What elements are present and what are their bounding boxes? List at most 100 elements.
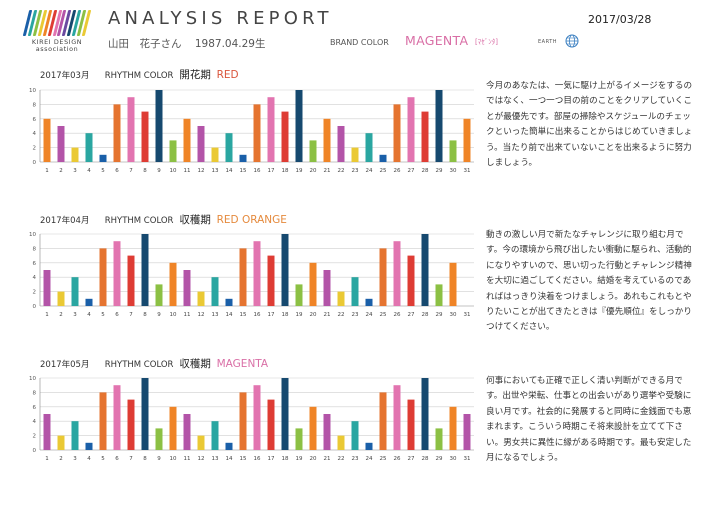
bar bbox=[225, 298, 233, 306]
x-tick-label: 2 bbox=[59, 312, 63, 318]
x-tick-label: 10 bbox=[170, 168, 177, 174]
section-phase: 収穫期 bbox=[179, 358, 211, 370]
section-header: 2017年04月 RHYTHM COLOR 収穫期 RED ORANGE bbox=[40, 212, 287, 226]
x-tick-label: 14 bbox=[226, 168, 233, 174]
bar bbox=[43, 118, 51, 162]
bar bbox=[393, 241, 401, 306]
rhythm-bar-chart: 0 2 4 6 8 10 1 2 3 4 5 6 7 8 9 10 11 12 13 14 15 16 17 18 19 20 21… bbox=[26, 374, 476, 466]
x-tick-label: 28 bbox=[422, 312, 429, 318]
x-tick-label: 30 bbox=[450, 456, 457, 462]
bar bbox=[113, 385, 121, 450]
x-tick-label: 14 bbox=[226, 456, 233, 462]
bar bbox=[309, 140, 317, 162]
bar bbox=[295, 284, 303, 306]
person-info: 山田 花子さん 1987.04.29生 bbox=[108, 36, 275, 51]
section-header: 2017年03月 RHYTHM COLOR 開花期 RED bbox=[40, 67, 239, 81]
bar bbox=[113, 241, 121, 306]
x-tick-label: 24 bbox=[366, 456, 373, 462]
bar bbox=[43, 414, 51, 450]
y-tick-label: 10 bbox=[29, 88, 36, 94]
x-tick-label: 31 bbox=[464, 168, 471, 174]
x-tick-label: 16 bbox=[254, 456, 261, 462]
brand-color-label: BRAND COLOR bbox=[330, 38, 389, 47]
x-tick-label: 27 bbox=[408, 312, 415, 318]
section-description: 今月のあなたは、一気に駆け上がるイメージをするのではなく、一つ一つ目の前のことを… bbox=[486, 81, 693, 169]
x-tick-label: 13 bbox=[212, 312, 219, 318]
x-tick-label: 5 bbox=[101, 168, 105, 174]
x-tick-label: 28 bbox=[422, 168, 429, 174]
bar bbox=[99, 392, 107, 450]
rhythm-color-label: RHYTHM COLOR bbox=[104, 71, 174, 81]
rhythm-color-label: RHYTHM COLOR bbox=[104, 360, 174, 370]
bar bbox=[309, 406, 317, 450]
bar bbox=[225, 133, 233, 162]
x-tick-label: 23 bbox=[352, 312, 359, 318]
bar bbox=[281, 111, 289, 162]
x-tick-label: 4 bbox=[87, 312, 91, 318]
bar bbox=[435, 90, 443, 162]
bar bbox=[449, 406, 457, 450]
bar bbox=[113, 104, 121, 162]
bar bbox=[281, 378, 289, 450]
x-tick-label: 20 bbox=[310, 168, 317, 174]
x-tick-label: 26 bbox=[394, 456, 401, 462]
bar bbox=[379, 154, 387, 162]
x-tick-label: 3 bbox=[73, 312, 77, 318]
x-tick-label: 2 bbox=[59, 168, 63, 174]
bar bbox=[267, 97, 275, 162]
bar bbox=[239, 248, 247, 306]
x-tick-label: 22 bbox=[338, 168, 345, 174]
y-tick-label: 4 bbox=[33, 275, 37, 281]
x-tick-label: 16 bbox=[254, 312, 261, 318]
x-tick-label: 2 bbox=[59, 456, 63, 462]
bar bbox=[337, 126, 345, 162]
x-tick-label: 24 bbox=[366, 168, 373, 174]
bar bbox=[267, 399, 275, 450]
x-tick-label: 17 bbox=[268, 456, 275, 462]
x-tick-label: 18 bbox=[282, 312, 289, 318]
section-color-name: RED bbox=[216, 69, 239, 81]
section-month: 2017年03月 bbox=[40, 71, 90, 81]
x-tick-label: 22 bbox=[338, 456, 345, 462]
bar bbox=[99, 154, 107, 162]
bar bbox=[351, 421, 359, 450]
bar bbox=[141, 111, 149, 162]
kirei-design-logo: KIREI DESIGN association bbox=[22, 10, 92, 53]
y-tick-label: 2 bbox=[33, 434, 37, 440]
bar bbox=[463, 118, 471, 162]
x-tick-label: 10 bbox=[170, 312, 177, 318]
bar bbox=[407, 255, 415, 306]
section-month: 2017年04月 bbox=[40, 216, 90, 226]
x-tick-label: 8 bbox=[143, 168, 147, 174]
y-tick-label: 6 bbox=[33, 405, 37, 411]
bar bbox=[379, 248, 387, 306]
bar bbox=[463, 414, 471, 450]
report-date: 2017/03/28 bbox=[588, 13, 652, 26]
bar bbox=[253, 385, 261, 450]
x-tick-label: 9 bbox=[157, 456, 161, 462]
rainbow-stripes-logo-mark bbox=[22, 10, 92, 36]
brand-color-kana: [ﾏｾﾞﾝﾀ] bbox=[475, 38, 498, 46]
x-tick-label: 3 bbox=[73, 168, 77, 174]
x-tick-label: 15 bbox=[240, 312, 247, 318]
bar bbox=[323, 270, 331, 306]
x-tick-label: 10 bbox=[170, 456, 177, 462]
bar bbox=[365, 133, 373, 162]
x-tick-label: 31 bbox=[464, 312, 471, 318]
x-tick-label: 30 bbox=[450, 168, 457, 174]
y-tick-label: 0 bbox=[33, 160, 37, 166]
y-tick-label: 4 bbox=[33, 131, 37, 137]
x-tick-label: 14 bbox=[226, 312, 233, 318]
bar bbox=[99, 248, 107, 306]
bar bbox=[295, 428, 303, 450]
bar bbox=[253, 241, 261, 306]
section-description: 動きの激しい月で新たなチャレンジに取り組む月です。今の環境から飛び出したい衝動に… bbox=[486, 230, 692, 333]
x-tick-label: 26 bbox=[394, 312, 401, 318]
x-tick-label: 18 bbox=[282, 456, 289, 462]
bar bbox=[323, 414, 331, 450]
y-tick-label: 8 bbox=[33, 390, 37, 396]
x-tick-label: 23 bbox=[352, 456, 359, 462]
x-tick-label: 27 bbox=[408, 168, 415, 174]
x-tick-label: 17 bbox=[268, 168, 275, 174]
bar bbox=[71, 421, 79, 450]
